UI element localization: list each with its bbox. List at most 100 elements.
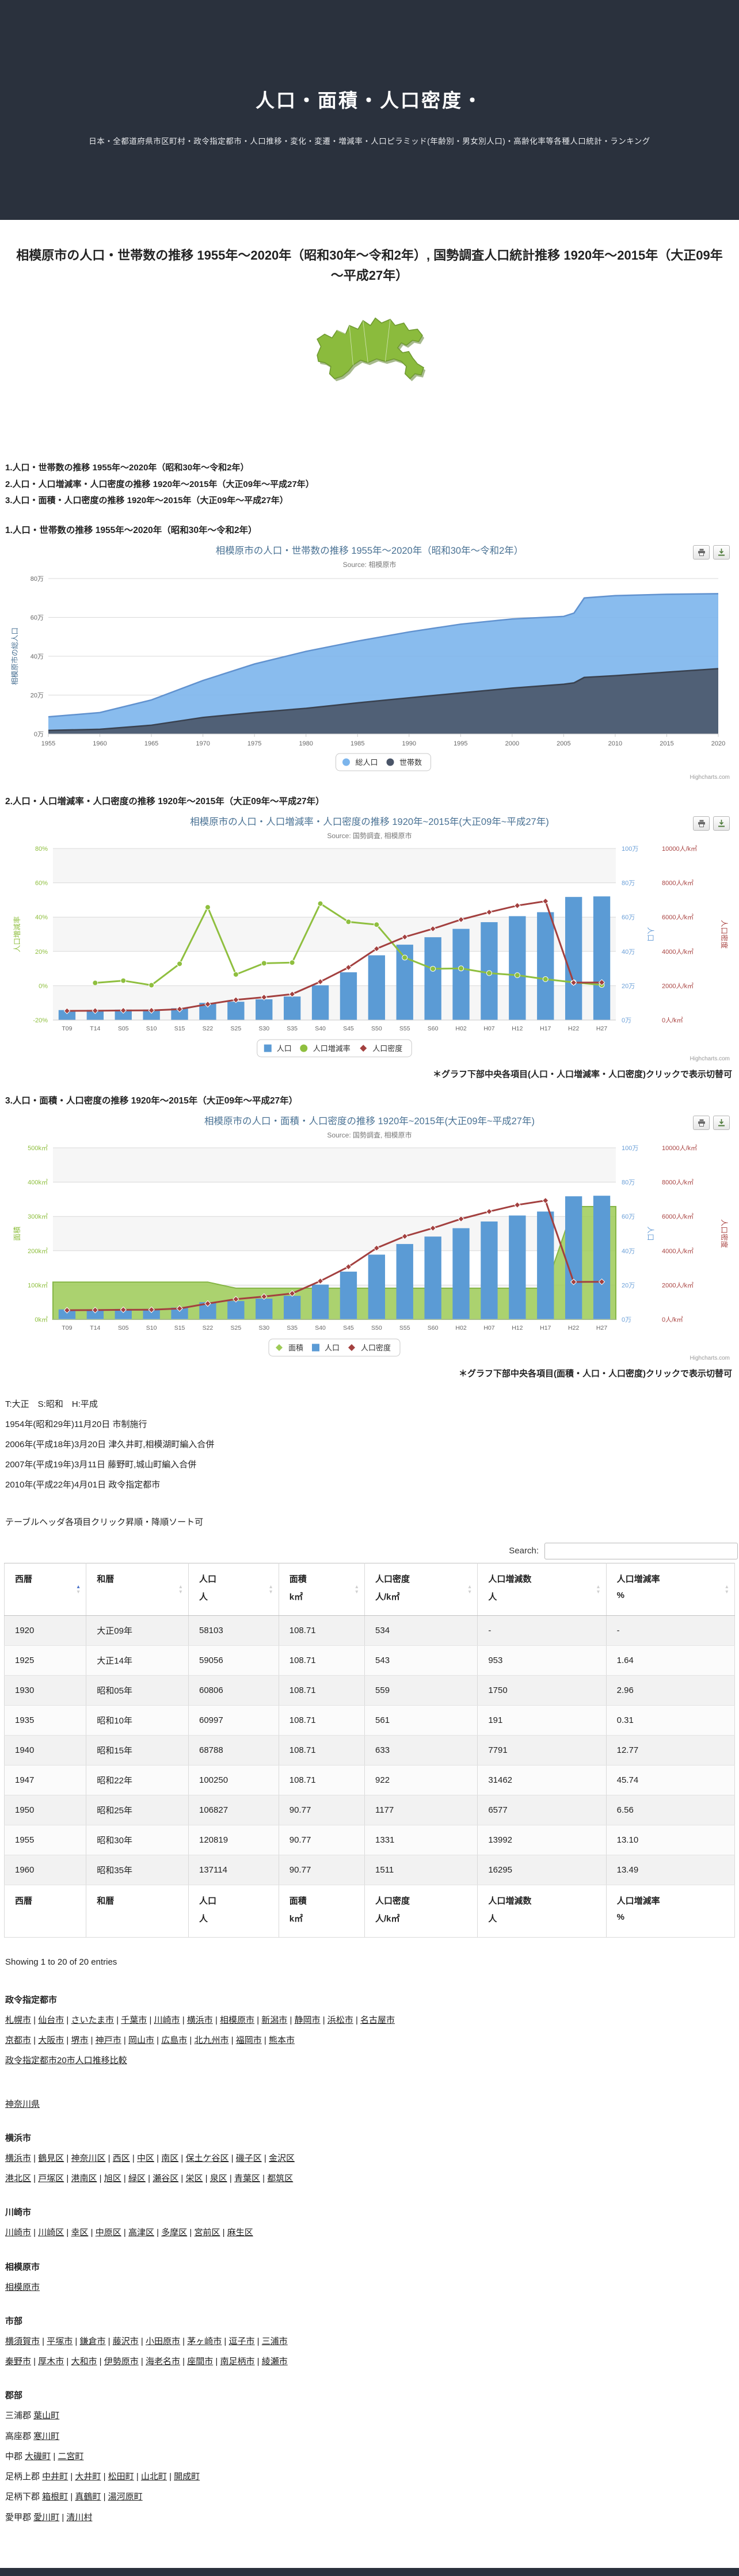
- bar-H12[interactable]: [509, 1215, 526, 1319]
- link-川崎市[interactable]: 川崎市: [5, 2228, 32, 2238]
- bar-H17[interactable]: [537, 1211, 554, 1319]
- legend-item-人口[interactable]: 人口: [312, 1344, 340, 1352]
- link-箱根町[interactable]: 箱根町: [42, 2492, 68, 2502]
- link-三浦市[interactable]: 三浦市: [261, 2336, 288, 2346]
- link-神戸市[interactable]: 神戸市: [95, 2035, 121, 2046]
- bar-S15[interactable]: [171, 1008, 188, 1020]
- link-海老名市[interactable]: 海老名市: [146, 2357, 181, 2367]
- link-川崎区[interactable]: 川崎区: [38, 2228, 64, 2238]
- link-広島市[interactable]: 広島市: [161, 2035, 188, 2046]
- link-港北区[interactable]: 港北区: [5, 2174, 32, 2184]
- bar-S05[interactable]: [115, 1009, 132, 1020]
- bar-S40[interactable]: [311, 1284, 329, 1319]
- column-header-西暦[interactable]: 西暦 ▲ ▼: [3, 1562, 87, 1616]
- link-浜松市[interactable]: 浜松市: [327, 2015, 353, 2025]
- bar-T14[interactable]: [86, 1309, 104, 1319]
- bar-S50[interactable]: [368, 1254, 386, 1319]
- legend-item-人口増減率[interactable]: 人口増減率: [300, 1044, 351, 1053]
- print-chart-button[interactable]: [693, 816, 710, 831]
- bar-T09[interactable]: [58, 1010, 76, 1020]
- chart3-credit[interactable]: Highcharts.com: [690, 1354, 730, 1361]
- chart2-credit[interactable]: Highcharts.com: [690, 1055, 730, 1062]
- bar-S45[interactable]: [340, 1271, 357, 1319]
- link-大井町[interactable]: 大井町: [75, 2472, 101, 2482]
- link-麻生区[interactable]: 麻生区: [227, 2228, 253, 2238]
- link-大阪市[interactable]: 大阪市: [38, 2035, 64, 2046]
- toc-item-2[interactable]: 2.人口・人口増減率・人口密度の推移 1920年～2015年（大正09年～平成2…: [5, 479, 314, 489]
- bar-H17[interactable]: [537, 912, 554, 1020]
- link-平塚市[interactable]: 平塚市: [47, 2336, 73, 2346]
- download-chart-button[interactable]: [713, 545, 730, 560]
- link-南区[interactable]: 南区: [161, 2153, 179, 2163]
- toc-item-3[interactable]: 3.人口・面積・人口密度の推移 1920年～2015年（大正09年～平成27年）: [5, 496, 288, 506]
- link-湯河原町[interactable]: 湯河原町: [108, 2492, 143, 2502]
- link-小田原市[interactable]: 小田原市: [146, 2336, 181, 2346]
- bar-S05[interactable]: [115, 1308, 132, 1319]
- link-大和市[interactable]: 大和市: [71, 2357, 97, 2367]
- link-磯子区[interactable]: 磯子区: [235, 2153, 262, 2163]
- link-西区[interactable]: 西区: [112, 2153, 130, 2163]
- link-福岡市[interactable]: 福岡市: [235, 2035, 262, 2046]
- link-鶴見区[interactable]: 鶴見区: [38, 2153, 64, 2163]
- link-神奈川県[interactable]: 神奈川県: [5, 2099, 40, 2109]
- bar-H22[interactable]: [565, 897, 582, 1020]
- legend-item-世帯数[interactable]: 世帯数: [386, 758, 422, 767]
- link-相模原市[interactable]: 相模原市: [5, 2282, 40, 2292]
- bar-S60[interactable]: [424, 1236, 441, 1319]
- link-愛川町[interactable]: 愛川町: [33, 2512, 60, 2522]
- link-静岡市[interactable]: 静岡市: [294, 2015, 321, 2025]
- legend-item-人口密度[interactable]: 人口密度: [348, 1344, 391, 1352]
- link-瀬谷区[interactable]: 瀬谷区: [153, 2174, 179, 2184]
- download-chart-button[interactable]: [713, 1115, 730, 1130]
- bar-S30[interactable]: [256, 1298, 273, 1319]
- bar-H02[interactable]: [452, 929, 470, 1020]
- link-高津区[interactable]: 高津区: [128, 2228, 155, 2238]
- bar-T14[interactable]: [86, 1010, 104, 1020]
- link-座間市[interactable]: 座間市: [187, 2357, 214, 2367]
- link-鎌倉市[interactable]: 鎌倉市: [79, 2336, 106, 2346]
- bar-S45[interactable]: [340, 972, 357, 1020]
- link-保土ケ谷区[interactable]: 保土ケ谷区: [185, 2153, 229, 2163]
- link-政令指定都市20市人口推移比較[interactable]: 政令指定都市20市人口推移比較: [5, 2056, 127, 2066]
- link-多摩区[interactable]: 多摩区: [161, 2228, 188, 2238]
- link-秦野市[interactable]: 秦野市: [5, 2357, 32, 2367]
- column-header-人口密度[interactable]: 人口密度 人/k㎡ ▲ ▼: [364, 1562, 478, 1616]
- link-寒川町[interactable]: 寒川町: [33, 2431, 60, 2441]
- link-清川村[interactable]: 清川村: [66, 2512, 93, 2522]
- link-旭区[interactable]: 旭区: [104, 2174, 121, 2184]
- column-header-人口増減率[interactable]: 人口増減率% ▲ ▼: [606, 1562, 736, 1616]
- bar-S40[interactable]: [311, 985, 329, 1020]
- print-chart-button[interactable]: [693, 545, 710, 560]
- column-header-面積[interactable]: 面積 k㎡ ▲ ▼: [279, 1562, 365, 1616]
- toc-item-1[interactable]: 1.人口・世帯数の推移 1955年～2020年（昭和30年～令和2年）: [5, 463, 249, 473]
- bar-S25[interactable]: [227, 1002, 245, 1020]
- link-仙台市[interactable]: 仙台市: [38, 2015, 64, 2025]
- link-厚木市[interactable]: 厚木市: [38, 2357, 64, 2367]
- bar-S35[interactable]: [283, 996, 301, 1020]
- link-札幌市[interactable]: 札幌市: [5, 2015, 32, 2025]
- search-input[interactable]: [544, 1542, 738, 1559]
- bar-S60[interactable]: [424, 937, 441, 1020]
- link-神奈川区[interactable]: 神奈川区: [71, 2153, 106, 2163]
- bar-H27[interactable]: [593, 896, 611, 1020]
- link-葉山町[interactable]: 葉山町: [33, 2411, 60, 2421]
- bar-S25[interactable]: [227, 1301, 245, 1319]
- link-戸塚区[interactable]: 戸塚区: [38, 2174, 64, 2184]
- link-千葉市[interactable]: 千葉市: [121, 2015, 147, 2025]
- link-さいたま市[interactable]: さいたま市: [71, 2015, 115, 2025]
- link-幸区[interactable]: 幸区: [71, 2228, 89, 2238]
- link-岡山市[interactable]: 岡山市: [128, 2035, 155, 2046]
- column-header-人口[interactable]: 人口人 ▲ ▼: [188, 1562, 279, 1616]
- bar-S55[interactable]: [396, 1243, 413, 1319]
- bar-H27[interactable]: [593, 1196, 611, 1319]
- bar-H22[interactable]: [565, 1196, 582, 1319]
- chart1-credit[interactable]: Highcharts.com: [690, 774, 730, 781]
- bar-S30[interactable]: [256, 999, 273, 1020]
- legend-item-面積[interactable]: 面積: [276, 1344, 303, 1352]
- bar-T09[interactable]: [58, 1309, 76, 1319]
- bar-S35[interactable]: [283, 1296, 301, 1319]
- bar-S10[interactable]: [143, 1308, 160, 1319]
- link-新潟市[interactable]: 新潟市: [261, 2015, 288, 2025]
- link-名古屋市[interactable]: 名古屋市: [360, 2015, 395, 2025]
- link-横浜市[interactable]: 横浜市: [186, 2015, 213, 2025]
